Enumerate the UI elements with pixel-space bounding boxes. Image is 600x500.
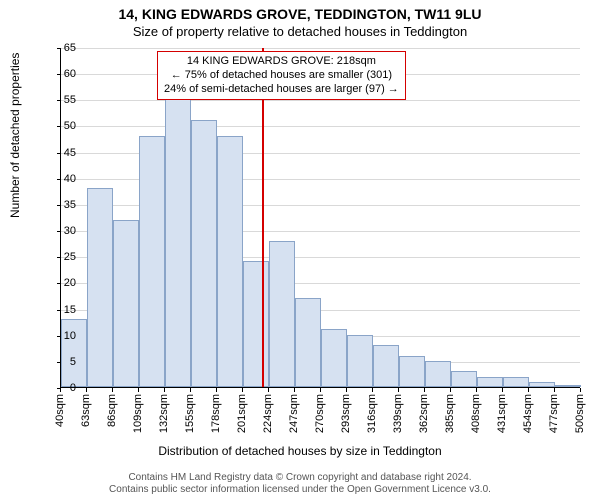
x-tick-label: 431sqm [496, 394, 508, 433]
x-tick-mark [190, 388, 191, 392]
chart-title: 14, KING EDWARDS GROVE, TEDDINGTON, TW11… [0, 6, 600, 22]
x-tick-mark [60, 388, 61, 392]
x-tick-label: 247sqm [288, 394, 300, 433]
x-tick-label: 454sqm [522, 394, 534, 433]
x-tick-mark [580, 388, 581, 392]
y-tick-label: 0 [46, 382, 76, 394]
x-tick-mark [502, 388, 503, 392]
histogram-bar [477, 377, 503, 387]
y-tick-label: 25 [46, 251, 76, 263]
x-tick-mark [424, 388, 425, 392]
y-tick-label: 35 [46, 199, 76, 211]
x-tick-label: 362sqm [418, 394, 430, 433]
annotation-line: 14 KING EDWARDS GROVE: 218sqm [164, 55, 399, 69]
x-tick-label: 316sqm [366, 394, 378, 433]
histogram-bar [243, 261, 269, 387]
gridline-h [61, 126, 580, 127]
histogram-bar [425, 361, 451, 387]
footer-line-1: Contains HM Land Registry data © Crown c… [0, 472, 600, 484]
y-tick-label: 50 [46, 120, 76, 132]
histogram-bar [529, 382, 555, 387]
histogram-bar [295, 298, 321, 387]
chart-subtitle: Size of property relative to detached ho… [0, 24, 600, 39]
x-tick-mark [268, 388, 269, 392]
x-tick-mark [86, 388, 87, 392]
x-tick-mark [554, 388, 555, 392]
histogram-bar [399, 356, 425, 387]
histogram-bar [321, 329, 347, 387]
y-tick-label: 15 [46, 304, 76, 316]
annotation-line: ← 75% of detached houses are smaller (30… [164, 69, 399, 83]
chart-container: 14, KING EDWARDS GROVE, TEDDINGTON, TW11… [0, 0, 600, 500]
x-tick-label: 477sqm [548, 394, 560, 433]
x-tick-label: 40sqm [54, 394, 66, 427]
x-tick-mark [164, 388, 165, 392]
annotation-line: 24% of semi-detached houses are larger (… [164, 83, 399, 97]
y-tick-label: 5 [46, 356, 76, 368]
histogram-bar [113, 220, 139, 387]
annotation-box: 14 KING EDWARDS GROVE: 218sqm← 75% of de… [157, 51, 406, 100]
histogram-bar [347, 335, 373, 387]
x-tick-label: 109sqm [132, 394, 144, 433]
x-tick-mark [138, 388, 139, 392]
x-axis-label: Distribution of detached houses by size … [0, 444, 600, 458]
x-tick-mark [346, 388, 347, 392]
y-tick-label: 60 [46, 68, 76, 80]
y-tick-label: 45 [46, 147, 76, 159]
y-tick-label: 10 [46, 330, 76, 342]
x-tick-mark [112, 388, 113, 392]
histogram-bar [373, 345, 399, 387]
x-tick-label: 500sqm [574, 394, 586, 433]
y-tick-label: 40 [46, 173, 76, 185]
x-tick-label: 270sqm [314, 394, 326, 433]
y-tick-label: 20 [46, 277, 76, 289]
histogram-bar [217, 136, 243, 387]
x-tick-mark [450, 388, 451, 392]
x-tick-mark [476, 388, 477, 392]
histogram-bar [191, 120, 217, 387]
histogram-bar [165, 99, 191, 387]
y-axis-label: Number of detached properties [8, 53, 22, 218]
y-tick-label: 30 [46, 225, 76, 237]
x-tick-label: 63sqm [80, 394, 92, 427]
x-tick-label: 132sqm [158, 394, 170, 433]
footer-line-2: Contains public sector information licen… [0, 484, 600, 496]
histogram-bar [87, 188, 113, 387]
x-tick-mark [320, 388, 321, 392]
x-tick-label: 293sqm [340, 394, 352, 433]
histogram-bar [451, 371, 477, 387]
gridline-h [61, 48, 580, 49]
x-tick-mark [294, 388, 295, 392]
chart-footer: Contains HM Land Registry data © Crown c… [0, 472, 600, 496]
histogram-bar [503, 377, 529, 387]
x-tick-label: 385sqm [444, 394, 456, 433]
x-tick-label: 155sqm [184, 394, 196, 433]
x-tick-mark [372, 388, 373, 392]
x-tick-label: 201sqm [236, 394, 248, 433]
gridline-h [61, 100, 580, 101]
x-tick-mark [216, 388, 217, 392]
x-tick-label: 178sqm [210, 394, 222, 433]
x-tick-label: 408sqm [470, 394, 482, 433]
x-tick-label: 339sqm [392, 394, 404, 433]
histogram-bar [139, 136, 165, 387]
histogram-bar [555, 385, 581, 387]
x-tick-mark [242, 388, 243, 392]
histogram-bar [269, 241, 295, 387]
x-tick-label: 86sqm [106, 394, 118, 427]
plot-area: 14 KING EDWARDS GROVE: 218sqm← 75% of de… [60, 48, 580, 388]
y-tick-label: 65 [46, 42, 76, 54]
x-tick-label: 224sqm [262, 394, 274, 433]
x-tick-mark [528, 388, 529, 392]
y-tick-label: 55 [46, 94, 76, 106]
x-tick-mark [398, 388, 399, 392]
